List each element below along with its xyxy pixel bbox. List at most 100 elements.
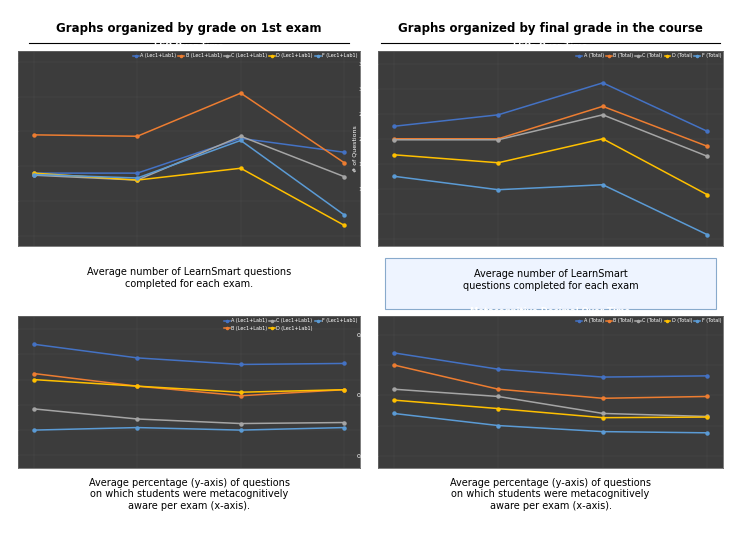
F (Total) [598, 428, 607, 435]
Line: D (Total): D (Total) [392, 399, 709, 419]
B (Lec1+Lab1) [236, 90, 245, 96]
F (Lec1+Lab1) [29, 171, 38, 178]
D (Total) [389, 397, 398, 404]
F (Total) [703, 232, 712, 238]
D (Lec1+Lab1) [236, 165, 245, 171]
C (Total) [389, 136, 398, 143]
C (Total) [703, 413, 712, 420]
Line: B (Total): B (Total) [392, 364, 709, 400]
Text: Graphs organized by grade on 1st exam: Graphs organized by grade on 1st exam [57, 22, 321, 35]
D (Total) [598, 414, 607, 421]
Text: Average percentage (y-axis) of questions
on which students were metacognitively
: Average percentage (y-axis) of questions… [450, 478, 651, 511]
C (Total) [598, 410, 607, 417]
A (Total) [389, 349, 398, 356]
B (Lec1+Lab1) [29, 370, 38, 377]
B (Lec1+Lab1) [29, 131, 38, 138]
Line: D (Lec1+Lab1): D (Lec1+Lab1) [32, 167, 346, 227]
D (Total) [389, 151, 398, 158]
F (Total) [598, 181, 607, 188]
F (Lec1+Lab1) [236, 137, 245, 144]
Line: A (Lec1+Lab1): A (Lec1+Lab1) [32, 137, 346, 175]
C (Total) [703, 153, 712, 160]
C (Total) [494, 136, 503, 143]
B (Total) [598, 395, 607, 401]
A (Lec1+Lab1) [29, 341, 38, 347]
Line: D (Lec1+Lab1): D (Lec1+Lab1) [32, 378, 346, 394]
Title: Metacognitive Decimal Over Time: Metacognitive Decimal Over Time [470, 307, 631, 316]
B (Total) [494, 386, 503, 392]
Title: LSQ Over Time: LSQ Over Time [154, 42, 224, 51]
D (Lec1+Lab1) [29, 170, 38, 176]
F (Lec1+Lab1) [133, 424, 142, 431]
Line: F (Total): F (Total) [392, 412, 709, 434]
Line: B (Lec1+Lab1): B (Lec1+Lab1) [32, 91, 346, 164]
Line: F (Lec1+Lab1): F (Lec1+Lab1) [32, 139, 346, 216]
F (Lec1+Lab1) [340, 424, 349, 431]
A (Lec1+Lab1) [133, 170, 142, 176]
C (Lec1+Lab1) [340, 419, 349, 426]
C (Total) [598, 111, 607, 118]
B (Lec1+Lab1) [340, 386, 349, 393]
F (Total) [389, 410, 398, 417]
Legend: A (Lec1+Lab1), B (Lec1+Lab1), C (Lec1+Lab1), D (Lec1+Lab1), F (Lec1+Lab1): A (Lec1+Lab1), B (Lec1+Lab1), C (Lec1+La… [132, 52, 359, 60]
Y-axis label: # of Questions: # of Questions [352, 126, 357, 172]
B (Total) [703, 393, 712, 400]
C (Lec1+Lab1) [340, 173, 349, 180]
C (Lec1+Lab1) [29, 406, 38, 412]
Title: Metacognitive Decimal: Metacognitive Decimal [134, 307, 244, 316]
Line: C (Total): C (Total) [392, 113, 709, 158]
B (Lec1+Lab1) [133, 133, 142, 140]
B (Total) [494, 136, 503, 142]
B (Total) [389, 362, 398, 368]
FancyBboxPatch shape [385, 258, 716, 309]
D (Total) [703, 192, 712, 198]
D (Lec1+Lab1) [29, 377, 38, 383]
F (Lec1+Lab1) [29, 427, 38, 433]
D (Total) [703, 414, 712, 420]
A (Lec1+Lab1) [236, 135, 245, 142]
Line: B (Total): B (Total) [392, 105, 709, 148]
D (Lec1+Lab1) [340, 222, 349, 228]
A (Lec1+Lab1) [29, 170, 38, 176]
Legend: A (Total), B (Total), C (Total), D (Total), F (Total): A (Total), B (Total), C (Total), D (Tota… [575, 318, 722, 325]
Line: C (Lec1+Lab1): C (Lec1+Lab1) [32, 407, 346, 425]
D (Lec1+Lab1) [133, 177, 142, 183]
F (Total) [389, 173, 398, 180]
Line: C (Lec1+Lab1): C (Lec1+Lab1) [32, 135, 346, 182]
Line: D (Total): D (Total) [392, 137, 709, 196]
D (Lec1+Lab1) [236, 389, 245, 395]
Line: F (Total): F (Total) [392, 175, 709, 236]
B (Total) [598, 103, 607, 110]
F (Lec1+Lab1) [340, 212, 349, 218]
C (Lec1+Lab1) [29, 172, 38, 179]
A (Total) [703, 128, 712, 135]
C (Total) [494, 393, 503, 400]
Line: F (Lec1+Lab1): F (Lec1+Lab1) [32, 426, 346, 432]
D (Total) [494, 160, 503, 166]
A (Total) [598, 80, 607, 86]
D (Lec1+Lab1) [133, 383, 142, 390]
Line: B (Lec1+Lab1): B (Lec1+Lab1) [32, 372, 346, 397]
C (Lec1+Lab1) [236, 420, 245, 427]
D (Total) [494, 405, 503, 412]
D (Total) [598, 136, 607, 142]
Line: A (Total): A (Total) [392, 351, 709, 379]
Legend: A (Lec1+Lab1), B (Lec1+Lab1), C (Lec1+Lab1), D (Lec1+Lab1), F (Lec1+Lab1): A (Lec1+Lab1), B (Lec1+Lab1), C (Lec1+La… [223, 318, 359, 332]
B (Lec1+Lab1) [133, 383, 142, 390]
Line: C (Total): C (Total) [392, 388, 709, 418]
A (Total) [703, 373, 712, 379]
Text: Graphs organized by final grade in the course: Graphs organized by final grade in the c… [398, 22, 703, 35]
F (Total) [703, 430, 712, 436]
C (Lec1+Lab1) [133, 415, 142, 422]
Legend: A (Total), B (Total), C (Total), D (Total), F (Total): A (Total), B (Total), C (Total), D (Tota… [575, 52, 722, 60]
A (Lec1+Lab1) [340, 149, 349, 155]
Line: A (Total): A (Total) [392, 81, 709, 133]
F (Total) [494, 423, 503, 429]
B (Lec1+Lab1) [340, 160, 349, 166]
A (Lec1+Lab1) [236, 361, 245, 368]
B (Total) [389, 136, 398, 142]
C (Lec1+Lab1) [236, 133, 245, 140]
Title: LSQs Over Time: LSQs Over Time [513, 42, 588, 51]
A (Lec1+Lab1) [340, 360, 349, 367]
F (Lec1+Lab1) [133, 175, 142, 181]
